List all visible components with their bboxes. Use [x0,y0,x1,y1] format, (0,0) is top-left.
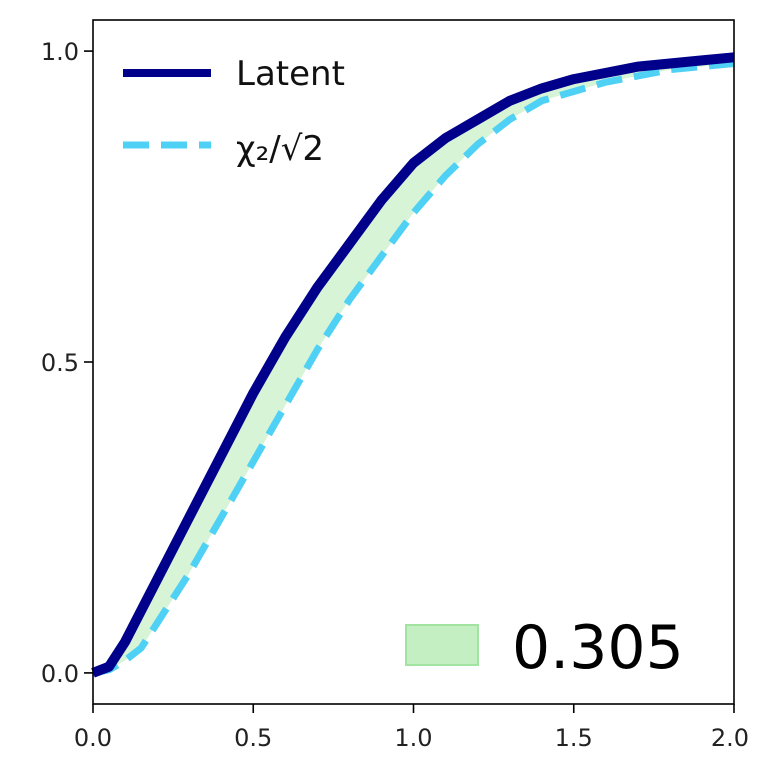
legend-label-latent: Latent [236,54,345,94]
y-tick-label: 1.0 [41,38,79,66]
legend-label-chi: χ₂/√2 [236,129,324,169]
series-line-chi [92,60,735,677]
x-tick-label: 1.5 [555,724,593,752]
y-tick-label: 0.5 [41,349,79,377]
area-legend-patch [405,624,479,666]
plot-frame [92,19,735,705]
x-tick-label: 0.5 [234,724,272,752]
y-tick-label: 0.0 [41,660,79,688]
area-legend: 0.305 [405,613,684,683]
series-line-latent [91,52,735,678]
fill-between-area [93,57,734,673]
x-tick-label: 1.0 [394,724,432,752]
area-value-label: 0.305 [512,613,684,683]
x-tick-label: 2.0 [711,724,749,752]
legend: Latent χ₂/√2 [123,54,345,169]
x-tick-label: 0.0 [74,724,112,752]
